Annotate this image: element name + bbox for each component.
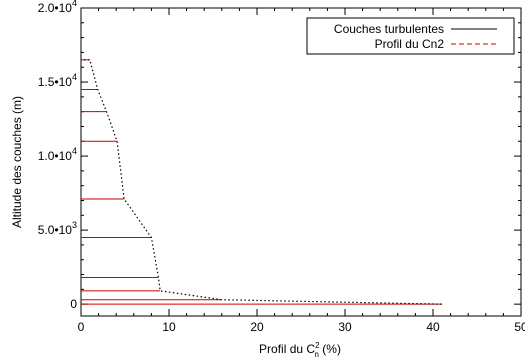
y-axis: 0 5.0•103 1.0•104 1.5•104 2.0•104 <box>38 0 521 311</box>
y-tick-label: 1.0•104 <box>38 146 77 163</box>
y-tick-label: 5.0•103 <box>38 220 77 237</box>
plot-area <box>80 7 522 317</box>
plot-frame <box>80 7 522 317</box>
series-layer <box>81 59 442 305</box>
x-axis-label: Profil du C2 n (%) <box>259 341 341 359</box>
x-tick-label: 0 <box>78 320 85 334</box>
x-tick-label: 40 <box>426 320 440 334</box>
y-tick-label: 2.0•104 <box>38 0 77 15</box>
legend-label-turbulent-layers: Couches turbulentes <box>334 22 444 36</box>
y-tick-label: 1.5•104 <box>38 72 77 89</box>
legend-label-cn2-profile: Profil du Cn2 <box>375 37 445 51</box>
x-axis: 0 10 20 30 40 50 <box>78 8 525 334</box>
legend: Couches turbulentes Profil du Cn2 <box>306 17 515 55</box>
y-axis-label: Altitude des couches (m) <box>10 96 24 228</box>
legend-box <box>306 17 515 55</box>
x-tick-label: 30 <box>338 320 352 334</box>
x-tick-label: 20 <box>250 320 264 334</box>
x-tick-label: 50 <box>514 320 525 334</box>
x-tick-label: 10 <box>162 320 176 334</box>
cn2-profile-line <box>81 59 442 305</box>
y-tick-label: 0 <box>70 297 77 311</box>
